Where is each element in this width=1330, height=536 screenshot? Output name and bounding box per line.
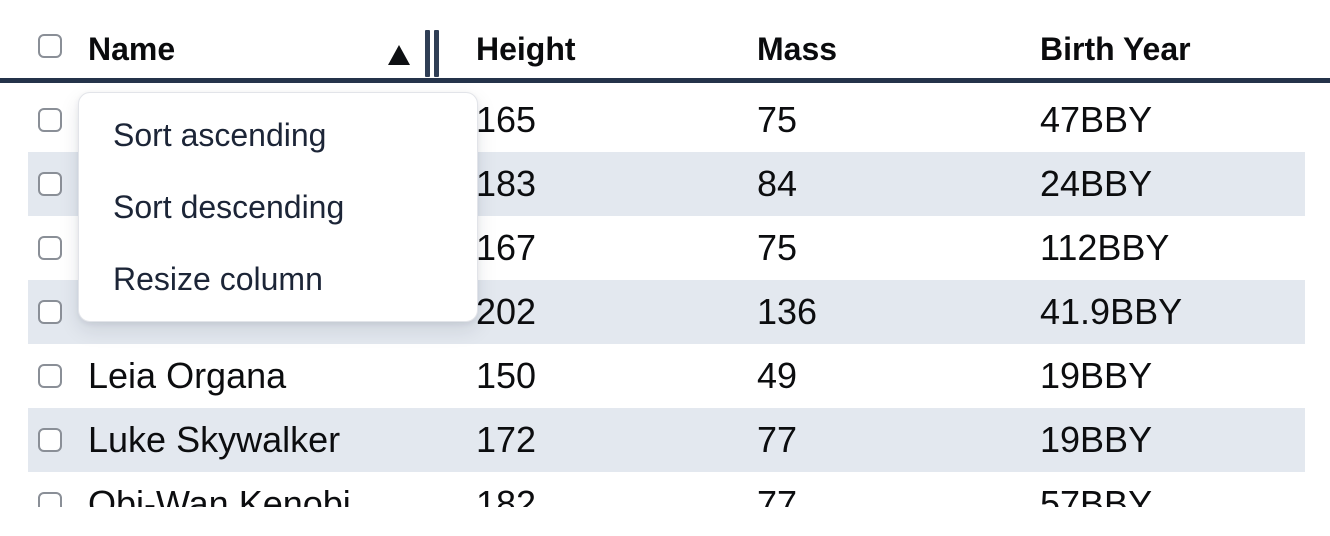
column-header-height[interactable]: Height [476, 31, 576, 67]
cell-birth-year: 19BBY [1040, 419, 1153, 460]
column-context-menu: Sort ascending Sort descending Resize co… [78, 92, 478, 322]
cell-birth-year: 24BBY [1040, 163, 1153, 204]
resize-bar-icon [434, 30, 439, 77]
column-header-name[interactable]: Name [88, 31, 176, 67]
cell-name: Leia Organa [88, 355, 287, 396]
cell-height: 172 [476, 419, 537, 460]
row-checkbox[interactable] [38, 364, 62, 388]
cell-name: Luke Skywalker [88, 419, 341, 460]
table-row[interactable]: Luke Skywalker 172 77 19BBY [0, 408, 1330, 472]
column-resize-handle[interactable] [425, 30, 439, 77]
column-header-mass[interactable]: Mass [757, 31, 838, 67]
menu-item-resize-column[interactable]: Resize column [113, 260, 323, 297]
table-header-row: Name Height Mass Birth Year [0, 0, 1330, 83]
cell-height: 167 [476, 227, 537, 268]
cell-mass: 77 [757, 483, 798, 508]
table-viewport: Name Height Mass Birth Year 165 75 47BBY [0, 0, 1330, 507]
sort-ascending-icon [388, 45, 410, 65]
row-checkbox[interactable] [38, 428, 62, 452]
cell-birth-year: 57BBY [1040, 483, 1153, 508]
row-checkbox[interactable] [38, 236, 62, 260]
row-checkbox[interactable] [38, 172, 62, 196]
cell-height: 182 [476, 483, 537, 508]
cell-mass: 136 [757, 291, 818, 332]
cell-birth-year: 112BBY [1040, 227, 1170, 268]
cell-mass: 77 [757, 419, 798, 460]
table-row[interactable]: 167 75 112BBY [0, 216, 1330, 280]
menu-item-sort-descending[interactable]: Sort descending [113, 188, 345, 225]
cell-mass: 49 [757, 355, 798, 396]
cell-mass: 84 [757, 163, 798, 204]
cell-height: 202 [476, 291, 537, 332]
cell-name: Obi-Wan Kenobi [88, 483, 351, 508]
row-checkbox[interactable] [38, 492, 62, 507]
row-checkbox[interactable] [38, 108, 62, 132]
cell-birth-year: 47BBY [1040, 99, 1153, 140]
cell-height: 183 [476, 163, 537, 204]
cell-birth-year: 41.9BBY [1040, 291, 1183, 332]
table-row[interactable]: Leia Organa 150 49 19BBY [0, 344, 1330, 408]
column-header-birth-year[interactable]: Birth Year [1040, 31, 1191, 67]
cell-height: 150 [476, 355, 537, 396]
row-checkbox[interactable] [38, 300, 62, 324]
cell-height: 165 [476, 99, 537, 140]
resize-bar-icon [425, 30, 430, 77]
menu-item-sort-ascending[interactable]: Sort ascending [113, 116, 327, 153]
cell-mass: 75 [757, 227, 798, 268]
table-row[interactable]: 165 75 47BBY [0, 88, 1330, 152]
table-row[interactable]: Obi-Wan Kenobi 182 77 57BBY [0, 472, 1330, 507]
cell-birth-year: 19BBY [1040, 355, 1153, 396]
select-all-checkbox[interactable] [38, 34, 62, 58]
cell-mass: 75 [757, 99, 798, 140]
